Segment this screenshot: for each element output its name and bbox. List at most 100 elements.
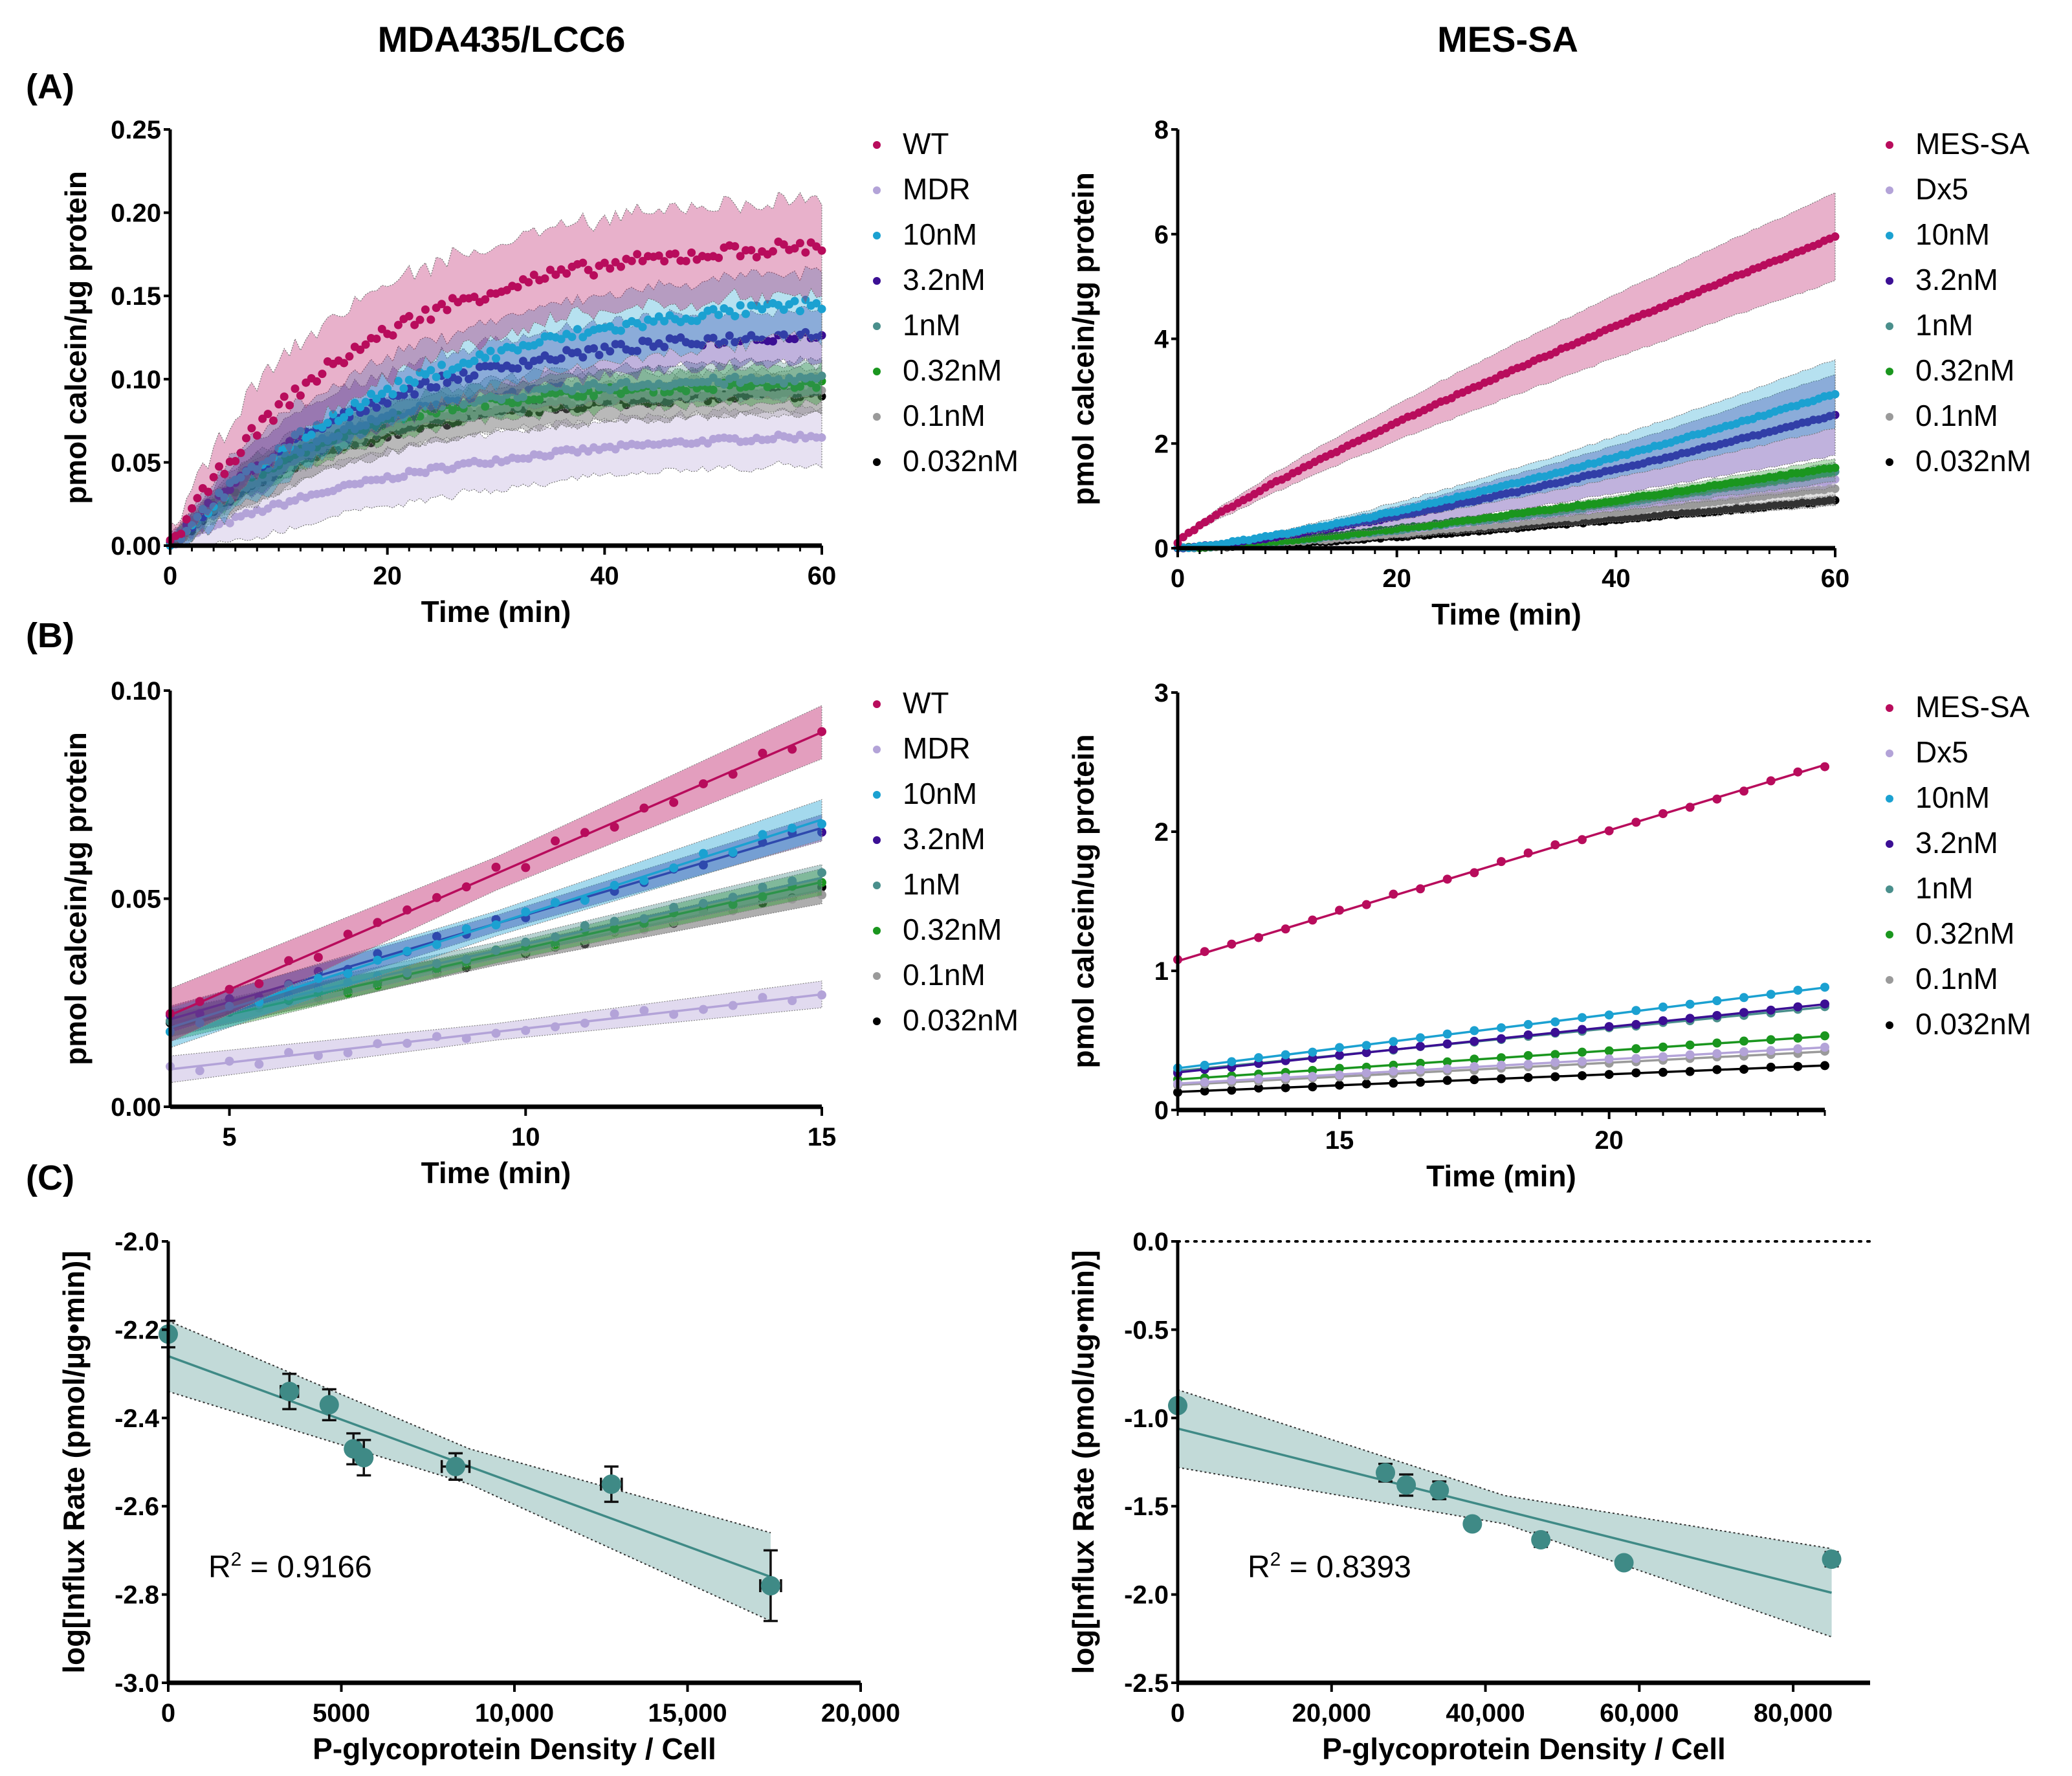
data-point-10nM — [361, 397, 370, 406]
data-point-1nM — [639, 914, 649, 924]
legend-marker — [1886, 840, 1893, 848]
data-point-0.032nM — [1442, 1076, 1452, 1085]
data-point-WT — [590, 271, 599, 280]
y-tick-label: 0.00 — [111, 1093, 161, 1122]
data-point-WT — [402, 905, 412, 915]
data-point-MDR — [399, 472, 408, 482]
y-tick-label: 0.00 — [111, 532, 161, 561]
data-point-MDR — [551, 1022, 560, 1032]
data-point-MES-SA — [1308, 915, 1317, 925]
legend-label: 0.32nM — [903, 353, 1002, 387]
data-point-0.1nM — [606, 392, 615, 401]
x-tick-label: 20,000 — [1292, 1699, 1371, 1727]
x-tick-label: 5 — [222, 1123, 236, 1151]
legend-marker — [873, 972, 881, 980]
data-point-Dx5 — [1442, 1064, 1452, 1074]
legend-label: WT — [903, 686, 949, 720]
y-tick-label: -3.0 — [115, 1669, 159, 1698]
data-point-0.1nM — [595, 397, 604, 406]
legend-label: 0.1nM — [1915, 962, 1998, 995]
legend-label: 0.032nM — [1915, 1007, 2031, 1041]
y-axis-title: pmol calcein/µg protein — [1066, 172, 1100, 505]
data-point-10nM — [486, 346, 495, 355]
data-point — [1614, 1553, 1634, 1573]
r2-r: R — [208, 1550, 231, 1584]
data-point-0.032nM — [1685, 1067, 1695, 1076]
data-point-MDR — [461, 1034, 471, 1043]
data-point-10nM — [410, 378, 419, 387]
data-point-10nM — [521, 907, 531, 916]
panel-label-c: (C) — [26, 1159, 74, 1197]
data-point-MDR — [728, 1001, 738, 1010]
data-point-0.032nM — [1470, 1075, 1479, 1085]
data-point-10nM — [373, 955, 382, 965]
data-point-WT — [177, 529, 186, 538]
y-tick-label: -2.8 — [115, 1581, 159, 1610]
data-point-10nM — [639, 876, 649, 885]
data-point-Dx5 — [1793, 1044, 1803, 1054]
data-point-MDR — [698, 1005, 708, 1014]
legend-marker — [873, 277, 881, 285]
data-point-WT — [633, 250, 642, 259]
data-point-MES-SA — [1604, 826, 1614, 836]
data-point-Dx5 — [1200, 1077, 1209, 1087]
data-point-3.2nM — [1578, 1025, 1587, 1034]
data-point-WT — [195, 997, 204, 1006]
legend-label: 1nM — [1915, 308, 1973, 342]
data-point-0.32nM — [1578, 1047, 1587, 1057]
data-point-MDR — [402, 1038, 412, 1048]
y-tick-label: -0.5 — [1124, 1316, 1169, 1344]
x-tick-label: 15 — [808, 1123, 837, 1151]
data-point-WT — [817, 246, 826, 255]
data-point-Dx5 — [1227, 1075, 1237, 1085]
data-point-10nM — [568, 333, 577, 342]
data-point — [1429, 1480, 1449, 1500]
data-point-0.032nM — [1578, 1071, 1587, 1080]
data-point-WT — [343, 929, 353, 939]
data-point-WT — [215, 462, 224, 471]
data-point-Dx5 — [1308, 1072, 1317, 1082]
x-tick-label: 40 — [1602, 564, 1631, 593]
data-point-10nM — [1523, 1019, 1533, 1029]
y-tick-label: 8 — [1154, 116, 1169, 144]
legend-marker — [1886, 1021, 1893, 1029]
data-point-WT — [687, 248, 696, 257]
y-tick-label: 0.20 — [111, 199, 161, 228]
data-point-10nM — [817, 304, 826, 313]
data-point-0.032nM — [1227, 1085, 1237, 1095]
data-point-MDR — [817, 433, 826, 442]
data-point-Dx5 — [1523, 1060, 1533, 1069]
data-point-MDR — [373, 1039, 382, 1049]
data-point-WT — [231, 457, 240, 466]
data-point-10nM — [1389, 1037, 1398, 1047]
data-point — [1462, 1514, 1482, 1534]
data-point-3.2nM — [1416, 1041, 1425, 1051]
data-point-10nM — [399, 384, 408, 393]
data-point-10nM — [736, 301, 745, 310]
data-point-1nM — [728, 893, 738, 902]
data-point-Dx5 — [1335, 1070, 1344, 1080]
data-point-10nM — [1550, 1017, 1560, 1027]
data-point-10nM — [402, 946, 412, 956]
legend-label: 0.032nM — [903, 444, 1019, 478]
data-point-Dx5 — [1578, 1056, 1587, 1066]
data-point-10nM — [610, 880, 619, 890]
y-axis-title: pmol calcein/µg protein — [59, 171, 93, 504]
panel-label-b: (B) — [26, 616, 74, 655]
confidence-band — [1178, 1390, 1832, 1637]
data-point-0.32nM — [1739, 1036, 1748, 1046]
data-point-10nM — [481, 353, 490, 362]
y-tick-label: 6 — [1154, 221, 1169, 249]
data-point-1nM — [669, 902, 679, 912]
data-point-MES-SA — [1712, 794, 1722, 804]
x-tick-label: 60 — [1821, 564, 1850, 593]
x-tick-label: 0 — [1171, 564, 1185, 593]
y-axis-title: pmol calcein/ug protein — [1066, 734, 1100, 1068]
x-tick-label: 10 — [511, 1123, 540, 1151]
legend-marker — [1886, 976, 1893, 984]
data-point-0.32nM — [1685, 1040, 1695, 1050]
legend-marker — [873, 1017, 881, 1025]
legend-marker — [873, 836, 881, 844]
data-point-MDR — [284, 1048, 294, 1058]
x-axis-title: Time (min) — [421, 595, 571, 628]
